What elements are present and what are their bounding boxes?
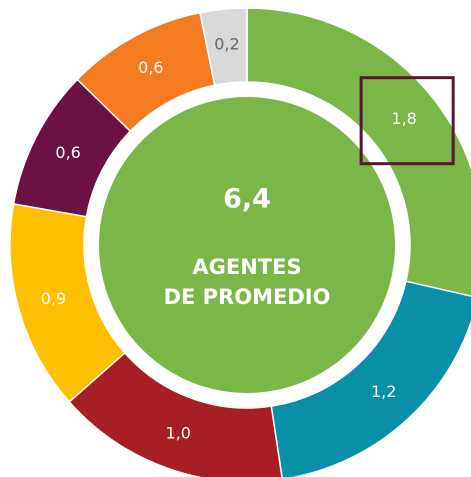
value-label: 1,2 xyxy=(371,382,396,401)
value-label: 0,6 xyxy=(138,58,163,77)
value-label: 0,6 xyxy=(55,143,80,162)
value-label: 0,9 xyxy=(41,289,66,308)
value-label: 1,0 xyxy=(166,423,191,442)
total-value: 6,4 xyxy=(223,184,271,215)
slice xyxy=(246,7,471,297)
center-circle xyxy=(99,97,395,393)
center-text: AGENTES xyxy=(192,255,301,279)
value-label: 0,2 xyxy=(214,34,239,53)
highlight-box xyxy=(359,76,455,166)
slice xyxy=(270,280,471,477)
slice xyxy=(199,7,248,87)
center-text: DE PROMEDIO xyxy=(164,285,331,309)
value-label: 1,8 xyxy=(391,109,416,128)
